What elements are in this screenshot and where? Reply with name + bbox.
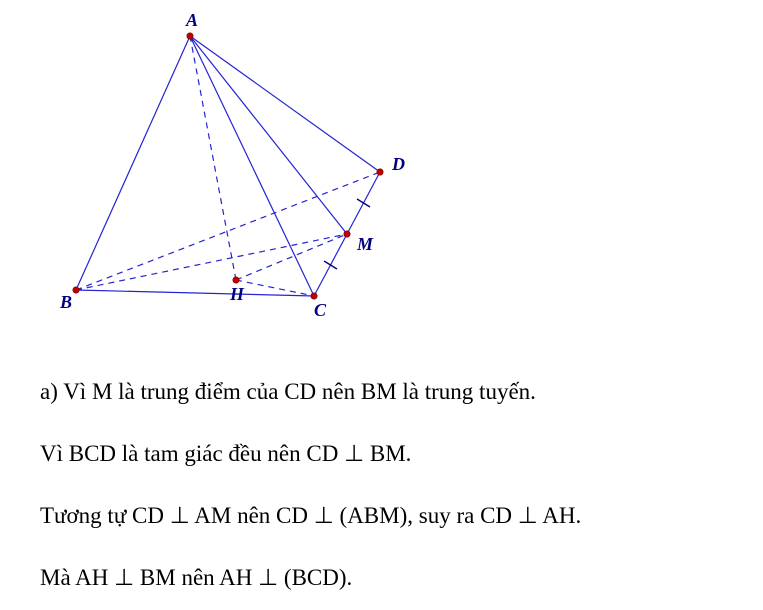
label-H: H [229, 284, 245, 304]
edge-HC [236, 280, 314, 296]
solution-line-3: Tương tự CD ⊥ AM nên CD ⊥ (ABM), suy ra … [40, 502, 700, 530]
vertex-D [377, 169, 383, 175]
page: A B C D M H a) Vì M là trung điểm của CD… [0, 0, 763, 610]
text-2b: BM. [364, 441, 411, 466]
perp-symbol: ⊥ [114, 565, 134, 590]
vertex-H [233, 277, 239, 283]
text-4b: BM nên AH [134, 565, 258, 590]
label-B: B [59, 292, 72, 312]
vertex-B [73, 287, 79, 293]
edge-BC [76, 290, 314, 296]
edge-HM [236, 234, 347, 280]
label-D: D [391, 154, 405, 174]
edge-AM [190, 36, 347, 234]
perp-symbol: ⊥ [258, 565, 278, 590]
text-1: a) Vì M là trung điểm của CD nên BM là t… [40, 379, 536, 404]
diagram-svg: A B C D M H [56, 0, 456, 340]
label-C: C [314, 300, 327, 320]
text-4c: (BCD). [278, 565, 352, 590]
perp-symbol: ⊥ [314, 503, 334, 528]
text-3c: (ABM), suy ra CD [334, 503, 518, 528]
label-A: A [185, 10, 198, 30]
solid-edges [76, 36, 380, 296]
label-M: M [356, 234, 374, 254]
vertex-C [311, 293, 317, 299]
perp-symbol: ⊥ [170, 503, 190, 528]
text-2a: Vì BCD là tam giác đều nên CD [40, 441, 344, 466]
edge-AH [190, 36, 236, 280]
solution-line-4: Mà AH ⊥ BM nên AH ⊥ (BCD). [40, 564, 700, 592]
perp-symbol: ⊥ [518, 503, 538, 528]
text-3a: Tương tự CD [40, 503, 170, 528]
text-3b: AM nên CD [190, 503, 314, 528]
edge-AC [190, 36, 314, 296]
vertex-M [344, 231, 350, 237]
solution-line-2: Vì BCD là tam giác đều nên CD ⊥ BM. [40, 440, 700, 468]
text-3d: AH. [538, 503, 581, 528]
tick-CM [324, 261, 337, 269]
tetrahedron-diagram: A B C D M H [56, 0, 456, 340]
vertex-A [187, 33, 193, 39]
solution-line-1: a) Vì M là trung điểm của CD nên BM là t… [40, 378, 700, 406]
perp-symbol: ⊥ [344, 441, 364, 466]
tick-MD [357, 199, 370, 207]
text-4a: Mà AH [40, 565, 114, 590]
vertices [73, 33, 383, 299]
edge-BM [76, 234, 347, 290]
edge-AD [190, 36, 380, 172]
vertex-labels: A B C D M H [59, 10, 405, 320]
